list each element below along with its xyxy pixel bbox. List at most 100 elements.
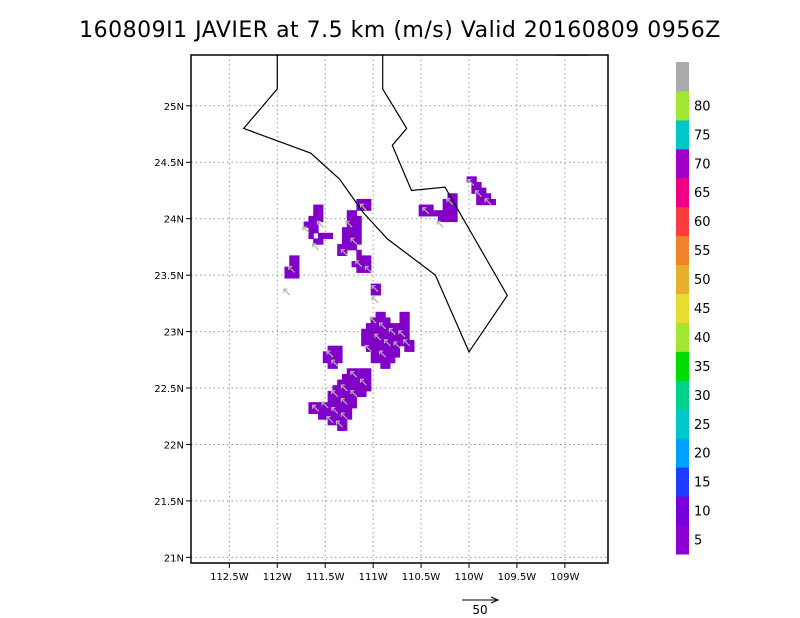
wind-cell [471,187,477,194]
wind-vector-head [467,178,472,184]
wind-cell [370,356,377,364]
legend-label: 50 [694,273,711,288]
wind-cell [394,340,401,347]
wind-cell [313,407,319,415]
wind-vectors [283,178,492,428]
wind-cell [337,345,343,352]
lat-tick-label: 22.5N [154,384,184,395]
legend-swatch [676,235,689,266]
wind-cell [351,385,357,392]
wind-vector-shaft [340,249,348,256]
wind-vector-head [288,265,293,270]
legend-swatch [676,206,689,237]
wind-cell [375,351,381,358]
wind-vector-shaft [316,220,324,228]
wind-cell [452,210,458,217]
wind-vector-shaft [302,226,310,234]
wind-vector-shaft [371,296,379,304]
wind-cell [356,255,362,262]
wind-cell [351,396,357,403]
wind-vector-shaft [288,266,296,273]
wind-cell [365,379,372,386]
wind-vector-head [398,330,403,335]
lon-tick-label: 112.5W [210,572,249,583]
wind-cell [322,351,329,358]
coastlines [242,55,589,354]
wind-cell [380,317,386,324]
wind-vector-head [379,350,384,355]
wind-vector-head [302,226,307,231]
wind-cell [365,328,372,335]
wind-cell [385,362,391,369]
wind-cell [327,419,333,426]
wind-cell [313,210,319,217]
wind-cell [356,221,362,228]
wind-cell [385,317,391,324]
lon-tick-label: 110.5W [402,572,441,583]
wind-cell [346,210,353,217]
wind-cell [404,311,410,319]
wind-cell [322,356,329,364]
wind-cell [351,261,357,268]
wind-cell [356,198,362,206]
wind-cell [341,232,348,240]
wind-vector-head [331,390,336,395]
legend-label: 80 [694,99,711,114]
wind-cell [380,328,386,335]
wind-cell [361,390,367,398]
wind-vector-shaft [446,198,454,206]
wind-cell [294,266,300,273]
wind-vector-head [388,327,393,333]
wind-vector-head [364,344,369,350]
wind-cell [375,340,381,347]
wind-cell [346,238,353,245]
wind-cell [361,261,367,268]
wind-cell [389,345,396,352]
wind-cell [351,402,357,409]
wind-cell [318,215,324,223]
lat-tick-label: 24N [164,215,184,226]
wind-cell [356,232,362,240]
wind-cell [385,356,391,364]
wind-cell [327,402,333,409]
wind-cell [327,232,333,240]
wind-cell [418,204,425,211]
wind-vector-head [326,350,331,355]
wind-cell [346,390,353,398]
wind-cell [418,210,425,217]
wind-cell [361,373,367,381]
wind-vector-head [364,265,369,270]
wind-vector-head [321,401,326,406]
wind-cell [370,345,377,352]
wind-cell [394,351,401,358]
wind-cell [308,407,314,415]
lon-tick-label: 109W [550,572,579,583]
wind-cell [394,334,401,341]
lon-tick-label: 109.5W [498,572,537,583]
wind-cell [318,204,324,211]
wind-vector-head [283,288,288,293]
wind-vector-shaft [336,420,344,428]
wind-vector-shaft [388,328,396,336]
wind-cell [447,215,453,223]
wind-cell [385,345,391,352]
wind-cell [380,362,386,369]
lon-tick-label: 111W [359,572,388,583]
wind-cell [365,204,372,211]
wind-vector-head [331,407,336,412]
wind-cell [356,204,362,211]
wind-vector-head [474,190,480,195]
wind-cell [361,385,367,392]
legend-label: 20 [694,447,711,462]
wind-cell [437,215,444,223]
wind-vector-shaft [360,203,367,211]
wind-vector-head [403,339,408,344]
wind-cell [375,345,381,352]
wind-vector-shaft [364,266,372,273]
wind-vector-head [393,341,398,346]
reference-vector: 50 [462,596,500,617]
wind-cell [351,379,357,386]
legend-swatch [676,148,689,179]
wind-cell [356,215,362,223]
